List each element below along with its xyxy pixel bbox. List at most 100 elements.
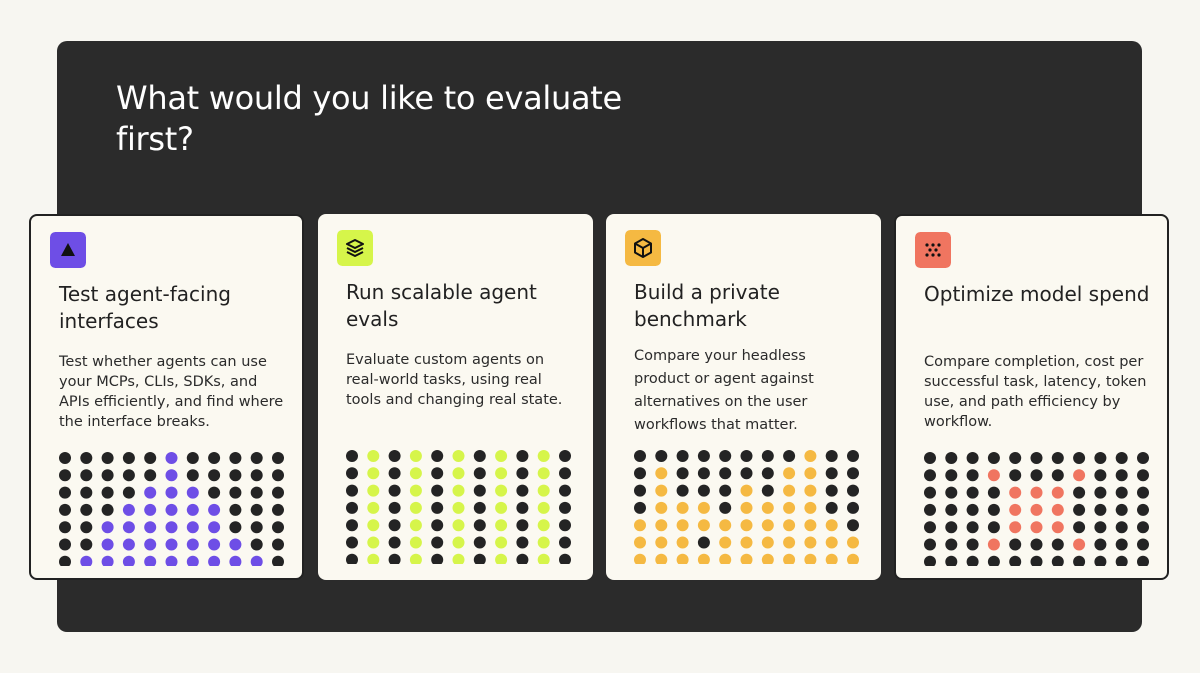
dot	[473, 519, 486, 532]
dot	[783, 536, 796, 549]
card[interactable]: Optimize model spend Compare completion,…	[894, 214, 1169, 580]
dot	[101, 538, 114, 551]
card-heading: Optimize model spend	[924, 282, 1150, 306]
dot	[59, 503, 71, 516]
dot	[1115, 538, 1128, 551]
dot	[676, 553, 689, 564]
dot	[346, 536, 358, 549]
dot	[783, 484, 796, 497]
dot-grid	[59, 452, 284, 566]
dot	[1009, 555, 1022, 566]
dot	[409, 467, 422, 480]
dot	[966, 521, 979, 534]
dot	[847, 450, 859, 462]
dot-grid	[924, 452, 1149, 566]
dot	[452, 553, 465, 564]
dot	[1137, 469, 1149, 482]
dot	[1073, 452, 1086, 464]
dot	[740, 553, 753, 564]
dot	[559, 501, 571, 514]
dot	[783, 501, 796, 514]
dot	[924, 555, 936, 566]
dot	[431, 484, 444, 497]
dot	[1094, 538, 1107, 551]
dot	[59, 521, 71, 534]
dot	[431, 501, 444, 514]
dot	[1009, 538, 1022, 551]
dot	[697, 501, 710, 514]
dot	[987, 452, 1000, 464]
dot	[1030, 555, 1043, 566]
dot	[80, 452, 93, 464]
dot	[1115, 469, 1128, 482]
dot	[1115, 555, 1128, 566]
dot	[101, 452, 114, 464]
dot	[740, 450, 753, 462]
dot	[495, 467, 508, 480]
dot	[388, 536, 401, 549]
dot	[516, 450, 529, 462]
card[interactable]: Build a private benchmark Compare your h…	[606, 214, 881, 580]
dot	[945, 452, 958, 464]
dot	[987, 521, 1000, 534]
dot	[761, 484, 774, 497]
dot	[537, 484, 550, 497]
dot	[272, 521, 284, 534]
dot	[165, 521, 178, 534]
dot	[1030, 469, 1043, 482]
dot	[431, 519, 444, 532]
dot	[847, 467, 859, 480]
dot	[655, 484, 668, 497]
dot	[1073, 503, 1086, 516]
dot	[495, 519, 508, 532]
dot	[559, 553, 571, 564]
dot	[634, 519, 646, 532]
dot	[495, 536, 508, 549]
dot	[208, 538, 221, 551]
dot	[924, 503, 936, 516]
dot	[208, 503, 221, 516]
dot	[367, 484, 380, 497]
dot	[250, 538, 263, 551]
dot	[825, 450, 838, 462]
page-title: What would you like to evaluate first?	[116, 79, 622, 158]
dot	[144, 555, 157, 566]
dot	[346, 501, 358, 514]
dot	[1030, 452, 1043, 464]
dot	[945, 486, 958, 499]
dot	[229, 555, 242, 566]
dot	[1073, 521, 1086, 534]
dot	[452, 519, 465, 532]
dot	[208, 555, 221, 566]
dot	[697, 553, 710, 564]
dot	[966, 503, 979, 516]
dot	[346, 450, 358, 462]
dot	[634, 450, 646, 462]
dot	[804, 484, 817, 497]
dot	[346, 484, 358, 497]
dot	[783, 519, 796, 532]
dot	[945, 469, 958, 482]
dot	[186, 538, 199, 551]
dot	[719, 484, 732, 497]
dot	[144, 452, 157, 464]
dot	[409, 484, 422, 497]
dot	[1009, 469, 1022, 482]
dot	[186, 452, 199, 464]
dot	[655, 553, 668, 564]
dot	[761, 467, 774, 480]
card[interactable]: Run scalable agent evals Evaluate custom…	[318, 214, 593, 580]
dot	[697, 519, 710, 532]
dot	[1009, 452, 1022, 464]
dot	[272, 503, 284, 516]
dot	[165, 486, 178, 499]
dot	[825, 553, 838, 564]
dot	[537, 450, 550, 462]
dot	[634, 467, 646, 480]
card[interactable]: Test agent-facing interfaces Test whethe…	[29, 214, 304, 580]
dot	[966, 538, 979, 551]
dot	[804, 536, 817, 549]
dot	[346, 467, 358, 480]
dot	[676, 519, 689, 532]
dot	[1051, 538, 1064, 551]
